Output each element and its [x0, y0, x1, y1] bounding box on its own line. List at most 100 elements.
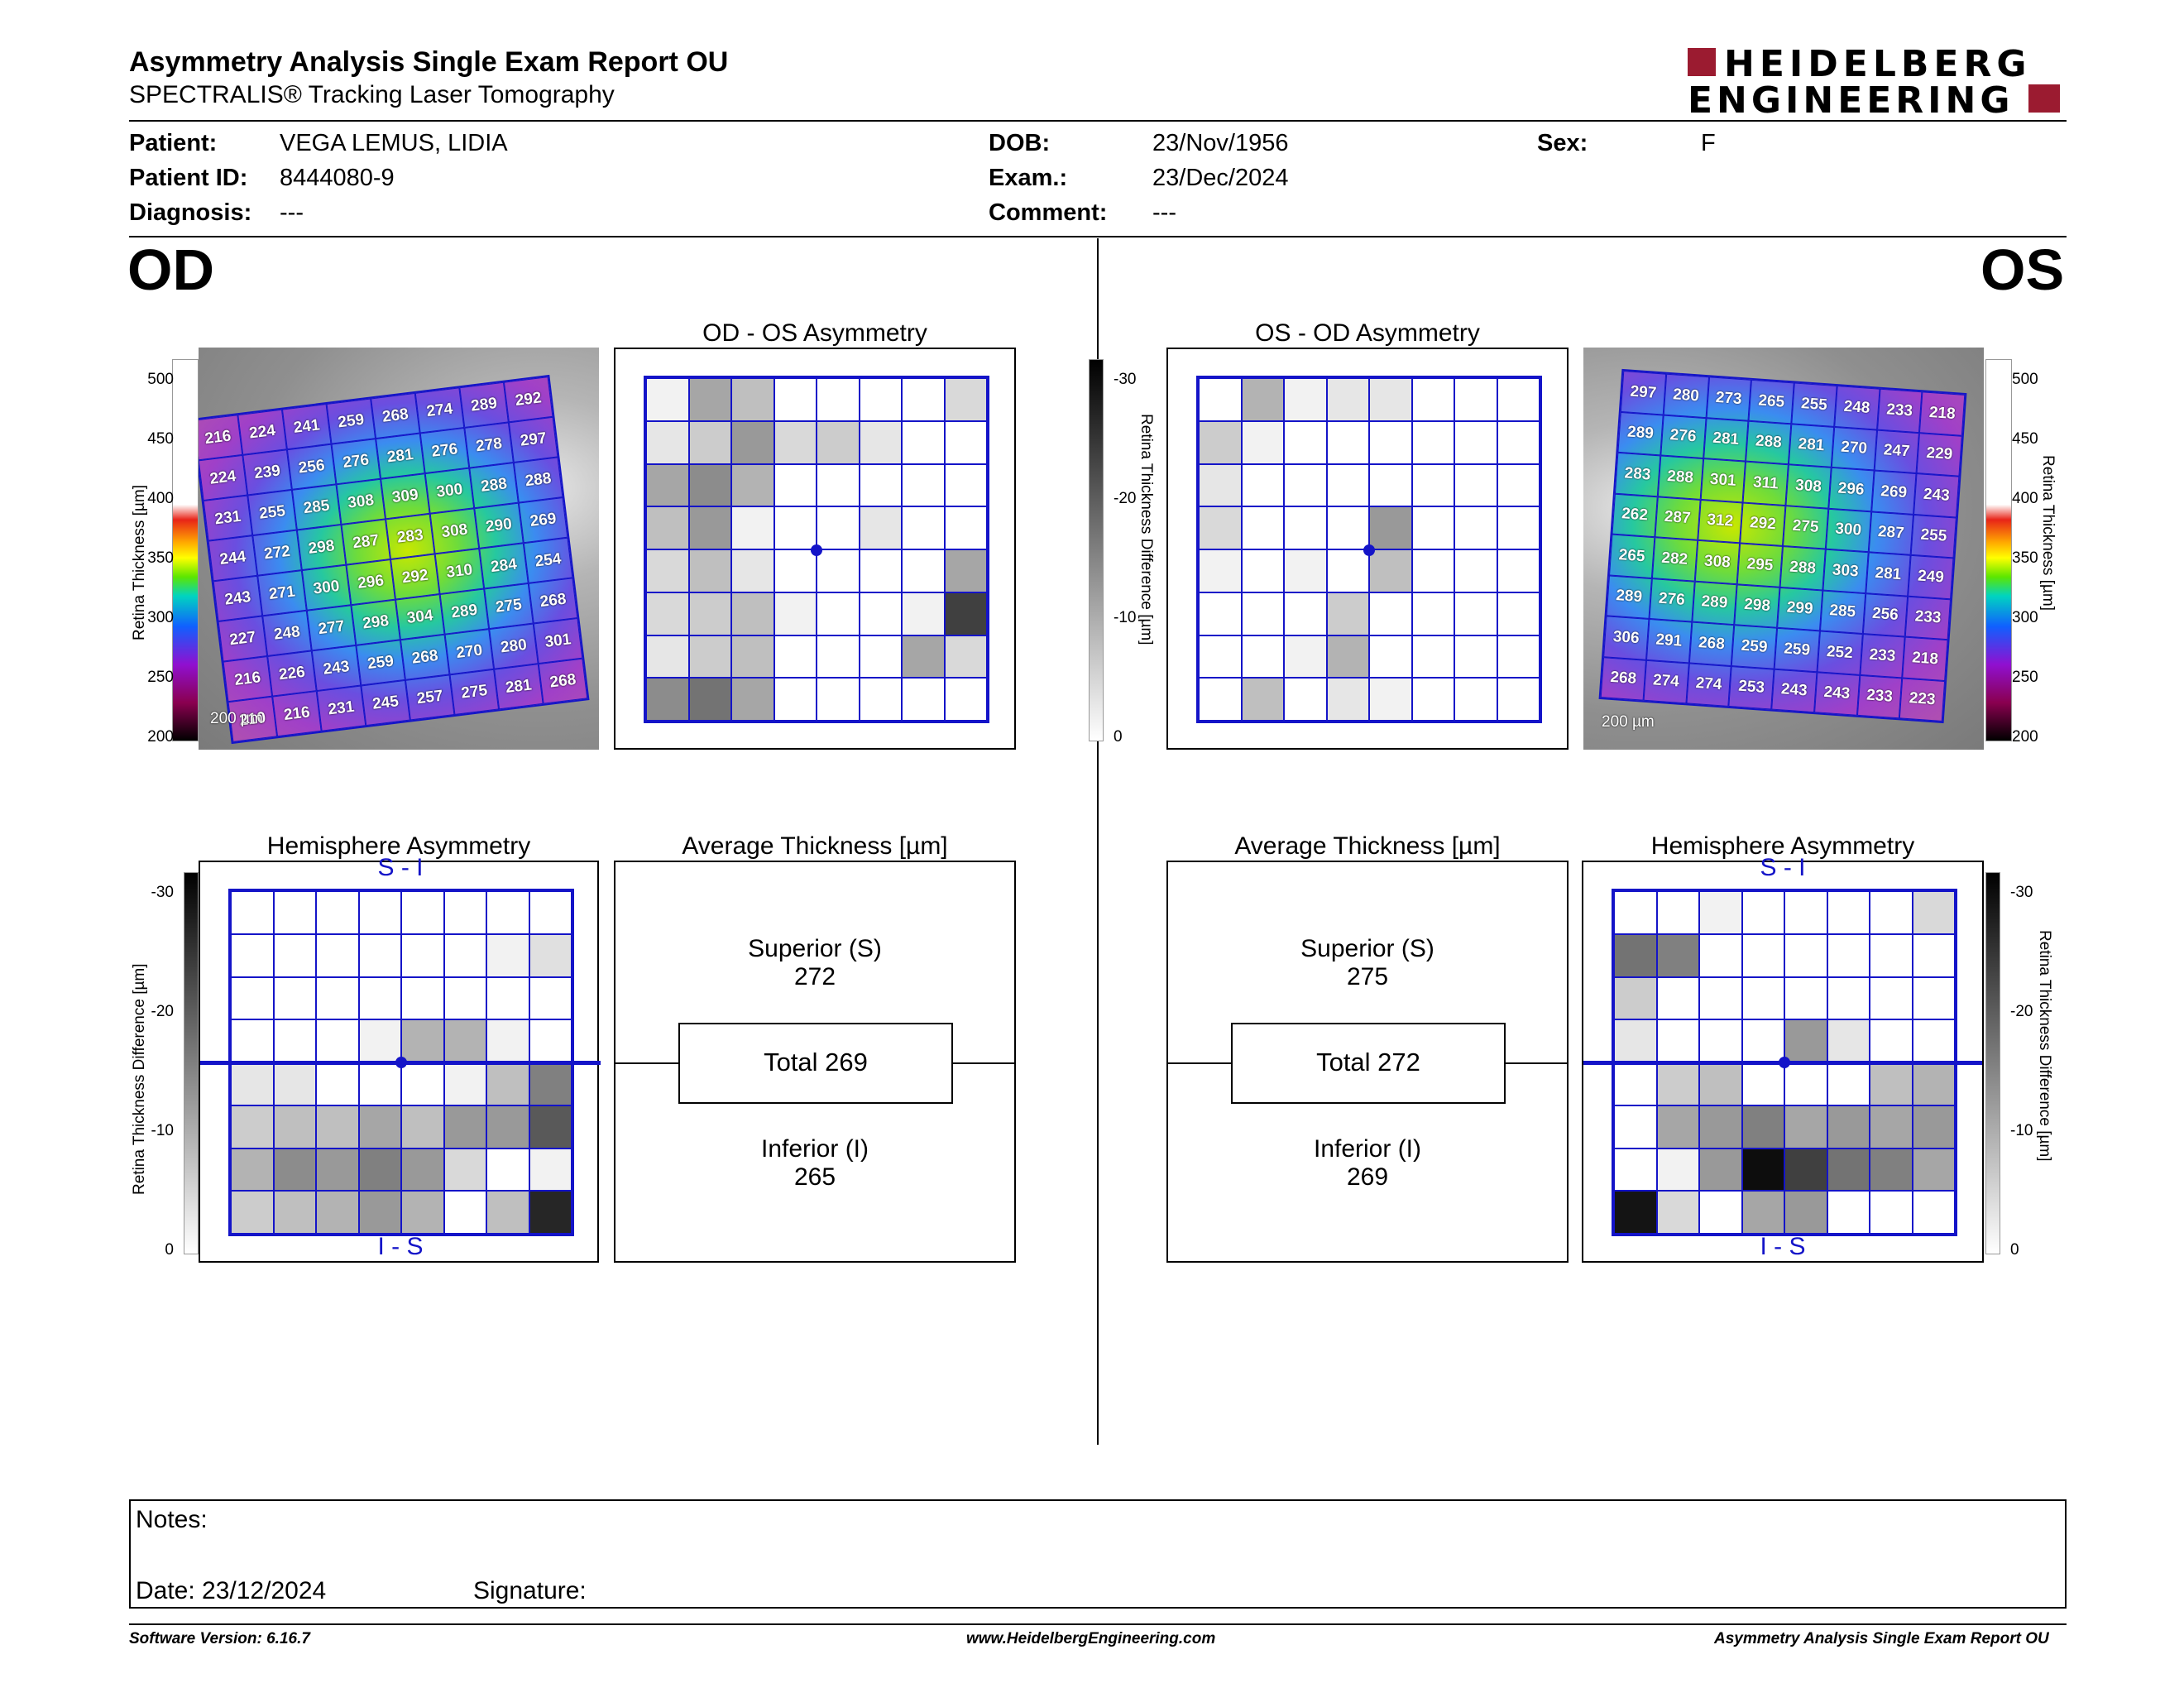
od-hemi-cell-4-4 — [401, 1062, 444, 1105]
os-thickness-grid: 297 280 273 265 255 248 233 218 289 276 281 288 281 2… — [1598, 368, 1967, 724]
os-thickness-cell: 300 — [1825, 508, 1871, 553]
os-thickness-cell: 299 — [1777, 587, 1823, 631]
od-hemi-cell-1-6 — [486, 933, 529, 977]
od-hemi-cell-0-4 — [401, 891, 444, 934]
os-od-cell-3-3 — [1326, 506, 1369, 549]
od-thickness-cell: 285 — [291, 484, 342, 530]
od-hemi-cell-4-1 — [273, 1062, 316, 1105]
od-hemi-cell-6-7 — [529, 1148, 572, 1192]
os-hemi-cell-1-4 — [1784, 933, 1827, 977]
od-os-cell-3-1 — [688, 506, 731, 549]
od-hemi-cell-5-5 — [443, 1105, 486, 1149]
os-hemi-cell-5-3 — [1741, 1105, 1784, 1149]
os-od-cell-0-6 — [1454, 378, 1497, 421]
logo-line1: HEIDELBERG — [1724, 43, 2032, 85]
sex-label: Sex: — [1537, 130, 1588, 156]
os-hemi-cell-1-2 — [1699, 933, 1742, 977]
diff-top-tick-30: -30 — [1114, 371, 1137, 388]
od-os-cell-0-2 — [731, 378, 774, 421]
diff-top-tick-0: 0 — [1114, 728, 1123, 746]
od-os-cell-5-7 — [944, 592, 987, 635]
os-od-cell-7-0 — [1199, 678, 1242, 721]
os-od-asymmetry-panel — [1166, 348, 1569, 750]
od-hemi-cell-2-0 — [231, 976, 274, 1020]
od-hemi-cell-7-5 — [443, 1191, 486, 1234]
od-os-asymmetry-panel — [614, 348, 1016, 750]
os-od-cell-2-6 — [1454, 463, 1497, 507]
od-os-cell-4-2 — [731, 549, 774, 592]
od-hemi-cell-3-0 — [231, 1019, 274, 1062]
od-os-cell-0-0 — [646, 378, 689, 421]
os-thickness-cell: 280 — [1663, 373, 1709, 418]
os-od-cell-3-2 — [1284, 506, 1327, 549]
exam-label: Exam.: — [989, 165, 1068, 191]
od-os-cell-4-1 — [688, 549, 731, 592]
notes-label: Notes: — [136, 1506, 208, 1533]
od-os-cell-6-1 — [688, 635, 731, 679]
od-hemi-cell-3-6 — [486, 1019, 529, 1062]
header-rule — [129, 120, 2067, 122]
os-superior-label: Superior (S) — [1300, 935, 1434, 962]
od-hemi-cell-0-1 — [273, 891, 316, 934]
logo-line2: ENGINEERING — [1688, 79, 2014, 122]
os-thickness-cell: 256 — [1862, 592, 1909, 637]
od-os-cell-7-2 — [731, 678, 774, 721]
os-thickness-cell: 288 — [1746, 420, 1792, 465]
os-tick-400: 400 — [2012, 490, 2038, 507]
software-version: Software Version: 6.16.7 — [129, 1630, 310, 1647]
os-hemi-cell-5-1 — [1656, 1105, 1699, 1149]
os-thickness-cell: 291 — [1645, 618, 1692, 663]
os-thickness-cell: 285 — [1819, 589, 1866, 634]
logo-red-square-bottom — [2028, 84, 2060, 113]
od-thickness-cell: 270 — [444, 629, 495, 675]
os-hemi-cell-7-7 — [1912, 1191, 1955, 1234]
od-os-cell-1-6 — [902, 420, 945, 464]
os-hemi-cell-1-0 — [1614, 933, 1657, 977]
od-thickness-cell: 310 — [434, 548, 485, 595]
os-hemi-diff-label: Retina Thickness Difference [µm] — [2036, 930, 2053, 1162]
os-od-cell-5-6 — [1454, 592, 1497, 635]
od-thickness-cell: 301 — [533, 617, 583, 664]
os-od-cell-1-2 — [1284, 420, 1327, 464]
od-hemi-cell-3-3 — [358, 1019, 401, 1062]
od-thickness-cell: 283 — [386, 513, 435, 559]
os-od-cell-4-2 — [1284, 549, 1327, 592]
os-thickness-cell: 281 — [1865, 552, 1911, 597]
od-os-cell-1-7 — [944, 420, 987, 464]
od-thickness-cell: 297 — [508, 416, 558, 463]
os-thickness-cell: 243 — [1913, 473, 1960, 518]
od-os-cell-7-7 — [944, 678, 987, 721]
footer-rule — [129, 1623, 2067, 1625]
od-os-center-dot — [811, 544, 822, 556]
od-tick-450: 450 — [147, 430, 174, 448]
od-os-cell-3-0 — [646, 506, 689, 549]
os-thickness-scale — [1985, 359, 2012, 741]
od-thickness-cell: 300 — [424, 468, 475, 514]
od-os-cell-6-5 — [859, 635, 902, 679]
od-hemi-center-dot — [395, 1057, 407, 1068]
od-hemi-tick-20: -20 — [151, 1003, 174, 1020]
os-od-cell-5-7 — [1497, 592, 1540, 635]
os-thickness-cell: 268 — [1600, 656, 1646, 701]
od-hemi-cell-5-6 — [486, 1105, 529, 1149]
od-total-label: Total 269 — [764, 1048, 868, 1077]
od-os-cell-5-6 — [902, 592, 945, 635]
od-thickness-cell: 268 — [371, 392, 420, 439]
os-thickness-cell: 243 — [1771, 669, 1818, 713]
os-hemi-cell-2-4 — [1784, 976, 1827, 1020]
os-inferior-value: 269 — [1346, 1163, 1389, 1191]
od-hemi-cell-4-2 — [316, 1062, 359, 1105]
od-inferior-value: 265 — [793, 1163, 836, 1191]
os-thickness-cell: 269 — [1870, 470, 1917, 515]
website-link[interactable]: www.HeidelbergEngineering.com — [966, 1630, 1216, 1647]
diff-scale-top — [1089, 359, 1104, 741]
os-hemi-cell-5-0 — [1614, 1105, 1657, 1149]
heidelberg-logo: HEIDELBERG ENGINEERING — [1684, 43, 2067, 122]
dob-label: DOB: — [989, 130, 1051, 156]
od-tick-250: 250 — [147, 669, 174, 686]
report-title: Asymmetry Analysis Single Exam Report OU — [129, 46, 729, 78]
os-thickness-cell: 233 — [1856, 674, 1903, 719]
od-os-cell-1-3 — [774, 420, 817, 464]
od-os-cell-3-6 — [902, 506, 945, 549]
od-hemi-cell-2-7 — [529, 976, 572, 1020]
